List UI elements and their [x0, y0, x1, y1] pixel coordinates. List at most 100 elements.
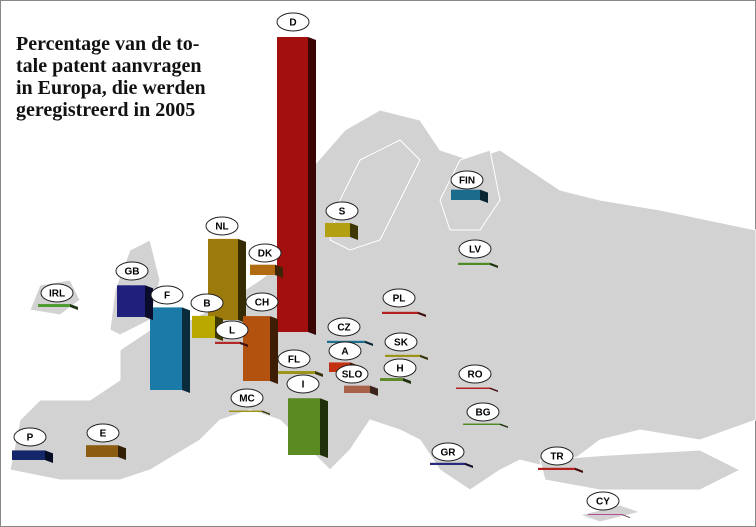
country-label: SK [394, 338, 409, 349]
bar [451, 189, 488, 203]
bar-front [344, 385, 370, 393]
bar [243, 316, 278, 384]
bar-front [117, 285, 145, 317]
label-oval [230, 388, 264, 408]
bar [117, 285, 153, 320]
country-label: CH [255, 298, 269, 309]
title: Percentage van de to-tale patent aanvrag… [16, 33, 206, 121]
bar-front [250, 264, 275, 275]
label-oval [205, 216, 239, 236]
bar-side [490, 262, 498, 268]
bar-side [622, 514, 630, 518]
country-label: CY [596, 497, 610, 508]
title-line: Percentage van de to- [16, 33, 199, 55]
label-oval [248, 243, 282, 263]
bar-side [365, 340, 373, 346]
bar-side [480, 189, 488, 203]
country-label: S [339, 207, 346, 218]
bar-side [575, 467, 583, 473]
bar [538, 467, 583, 473]
bar [150, 307, 190, 393]
country-label: SLO [342, 370, 363, 381]
label-oval [458, 239, 492, 259]
country-label: MC [239, 394, 255, 405]
bar-side [45, 450, 53, 463]
bar [430, 462, 473, 468]
bar-side [465, 462, 473, 468]
country-label: FIN [459, 176, 475, 187]
bar-side [418, 311, 426, 317]
bar-side [315, 371, 323, 377]
bar-side [238, 238, 246, 323]
bar-side [270, 316, 278, 384]
label-oval [450, 170, 484, 190]
label-oval [382, 288, 416, 308]
country-label: P [27, 433, 34, 444]
bar-front [458, 262, 490, 265]
country-label: LV [469, 245, 481, 256]
country-label: FL [288, 355, 300, 366]
country-label: A [341, 347, 348, 358]
bar-front [288, 398, 320, 455]
bar-front [192, 315, 215, 338]
bar-front [215, 341, 240, 344]
bar-front [38, 304, 70, 307]
bar [215, 341, 248, 347]
bar-front [385, 354, 420, 357]
country-label: CZ [337, 323, 350, 334]
bar [229, 410, 270, 415]
country-label: I [302, 380, 305, 391]
country-label: E [100, 429, 107, 440]
bar-front [243, 316, 270, 381]
title-line: tale patent aanvragen [16, 55, 202, 77]
label-oval [115, 261, 149, 281]
bar [382, 311, 426, 317]
label-oval [190, 293, 224, 313]
bar [38, 304, 78, 310]
country-label: DK [258, 249, 273, 260]
bar [380, 378, 411, 384]
label-oval [286, 374, 320, 394]
bar-front [229, 410, 262, 412]
country-label: GB [125, 267, 140, 278]
bar [250, 264, 283, 278]
country-label: F [164, 291, 170, 302]
bar-side [500, 423, 508, 428]
label-oval [540, 446, 574, 466]
bar [277, 37, 316, 335]
bar [463, 423, 508, 428]
bar [325, 222, 358, 240]
bar-side [308, 37, 316, 335]
title-line: geregistreerd in 2005 [16, 99, 195, 121]
bar [86, 445, 126, 460]
bar-front [278, 371, 315, 374]
bar-side [490, 387, 498, 392]
bar [458, 262, 498, 268]
bar-front [463, 423, 500, 425]
label-oval [384, 332, 418, 352]
bar-side [420, 354, 428, 360]
bar-front [329, 362, 350, 372]
label-oval [458, 364, 492, 384]
bar-front [430, 462, 465, 465]
label-oval [466, 402, 500, 422]
bar [278, 371, 323, 377]
label-oval [325, 201, 359, 221]
bar-front [382, 311, 418, 314]
bar-front [451, 189, 480, 200]
country-label: BG [476, 408, 491, 419]
bar-side [320, 398, 328, 458]
country-label: D [289, 18, 296, 29]
bar-front [325, 222, 350, 237]
label-oval [328, 341, 362, 361]
label-oval [276, 12, 310, 32]
bar-side [275, 264, 283, 278]
bar-side [370, 385, 378, 396]
country-label: RO [468, 370, 483, 381]
country-label: PL [393, 294, 406, 305]
bars [12, 37, 630, 518]
label-oval [383, 358, 417, 378]
label-oval [40, 283, 74, 303]
bar-side [118, 445, 126, 460]
